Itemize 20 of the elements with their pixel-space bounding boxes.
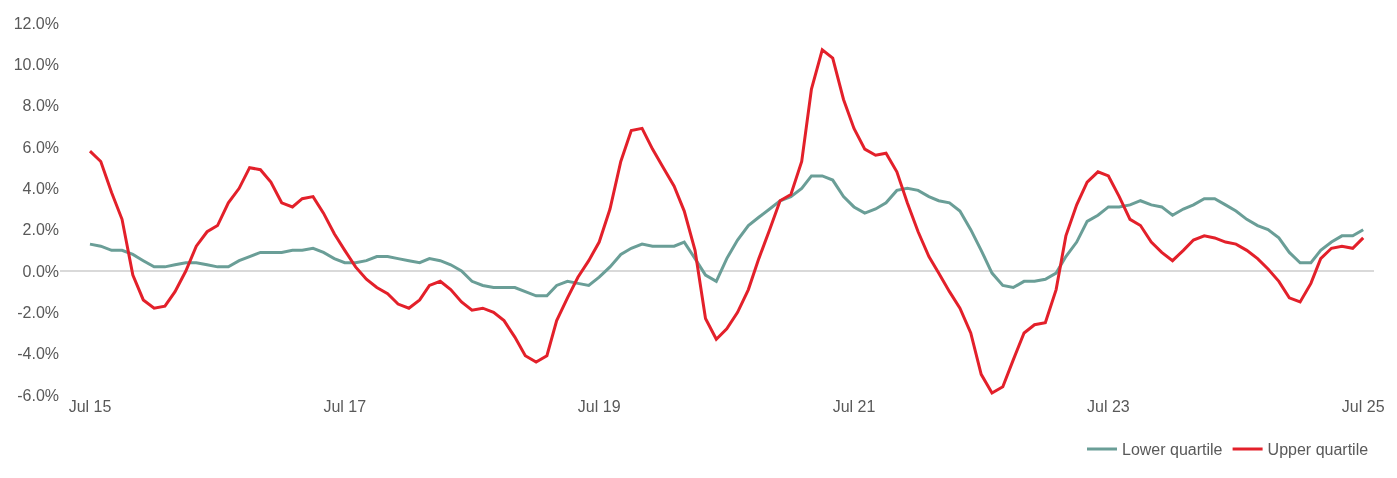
- y-tick-label: 8.0%: [22, 97, 59, 115]
- y-tick-label: -2.0%: [17, 303, 59, 321]
- x-tick-label: Jul 25: [1341, 398, 1385, 415]
- line-series: [88, 174, 1365, 298]
- y-tick-label: 0.0%: [22, 262, 59, 280]
- y-tick-label: -4.0%: [17, 345, 59, 363]
- x-tick-label: Jul 15: [68, 398, 112, 415]
- y-tick-label: 6.0%: [22, 138, 59, 156]
- line-series: [88, 48, 1365, 395]
- y-tick-label: -6.0%: [17, 386, 59, 404]
- x-tick-label: Jul 23: [1087, 398, 1130, 415]
- y-tick-label: 4.0%: [22, 179, 59, 197]
- x-tick-label: Jul 21: [832, 398, 876, 415]
- x-tick-label: Jul 17: [323, 398, 367, 415]
- y-tick-label: 12.0%: [13, 14, 59, 32]
- legend-label: Lower quartile: [1122, 441, 1223, 459]
- x-tick-label: Jul 19: [577, 398, 621, 415]
- y-tick-label: 10.0%: [13, 55, 59, 73]
- legend-label: Upper quartile: [1267, 441, 1369, 459]
- y-tick-label: 2.0%: [22, 221, 59, 239]
